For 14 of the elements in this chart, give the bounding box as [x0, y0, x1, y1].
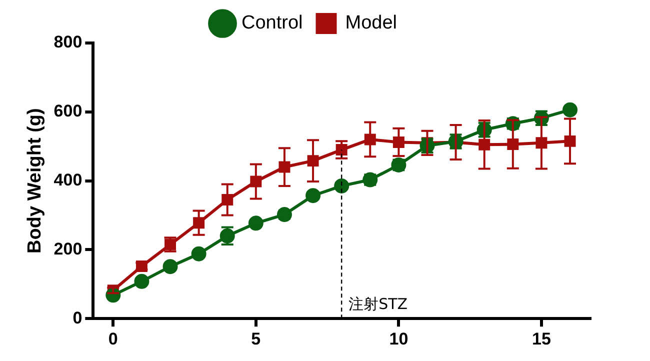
legend-label: Control: [242, 12, 303, 34]
x-tick-label: 0: [108, 329, 118, 348]
y-tick-label: 200: [54, 239, 82, 258]
ref-line-label: 注射STZ: [348, 294, 408, 313]
y-axis-title: Body Weight (g): [24, 108, 46, 254]
point: [276, 207, 292, 222]
legend-label: Model: [345, 12, 397, 34]
x-tick-label: 10: [389, 329, 408, 348]
y-tick-label: 800: [54, 32, 82, 52]
y-tick-label: 600: [54, 102, 82, 121]
x-tick-label: 5: [251, 329, 261, 348]
y-tick-label: 0: [72, 308, 82, 328]
x-tick-label: 15: [532, 329, 551, 348]
y-tick-label: 400: [54, 170, 82, 190]
